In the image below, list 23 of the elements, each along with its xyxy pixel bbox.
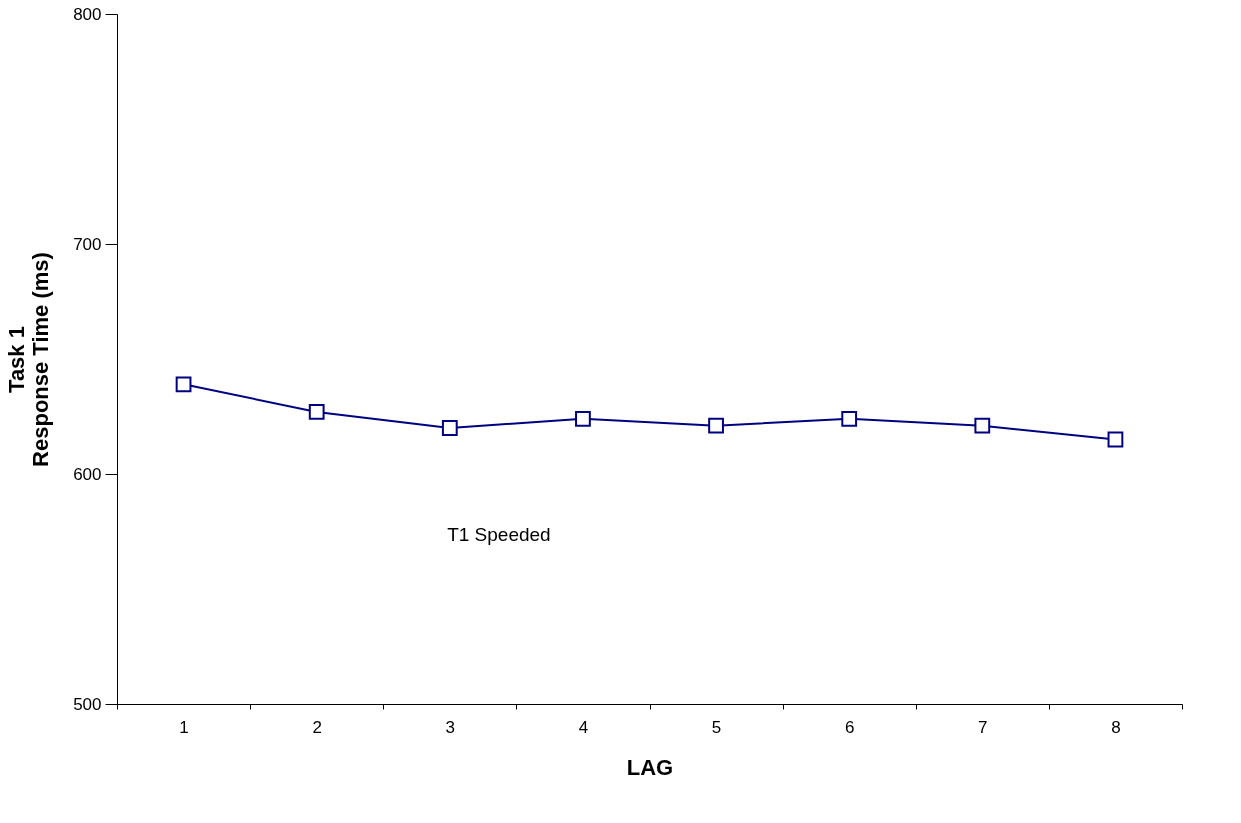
x-tick-label: 8 xyxy=(1111,717,1121,737)
x-tick-label: 1 xyxy=(179,717,189,737)
y-tick-label: 500 xyxy=(73,694,102,714)
x-tick-label: 4 xyxy=(578,717,589,737)
x-tick-label: 5 xyxy=(711,717,722,737)
x-tick-label: 7 xyxy=(978,717,988,737)
point xyxy=(974,417,991,434)
point xyxy=(441,420,458,436)
point xyxy=(708,417,724,434)
point xyxy=(841,410,858,427)
x-tick-label: 2 xyxy=(312,717,322,737)
y-tick-label: 700 xyxy=(73,234,102,254)
y-tick-label: 600 xyxy=(73,464,102,484)
y-tick-label: 800 xyxy=(73,4,102,24)
x-tick-label: 6 xyxy=(844,717,855,737)
point xyxy=(175,376,192,393)
point xyxy=(575,410,591,427)
x-axis-title: LAG xyxy=(626,754,674,780)
y-axis-title: Task 1 Response Time (ms) xyxy=(4,252,54,467)
point xyxy=(1107,431,1124,448)
x-tick-label: 3 xyxy=(445,717,456,737)
point xyxy=(308,404,325,420)
text: T1 Speeded xyxy=(447,523,551,545)
